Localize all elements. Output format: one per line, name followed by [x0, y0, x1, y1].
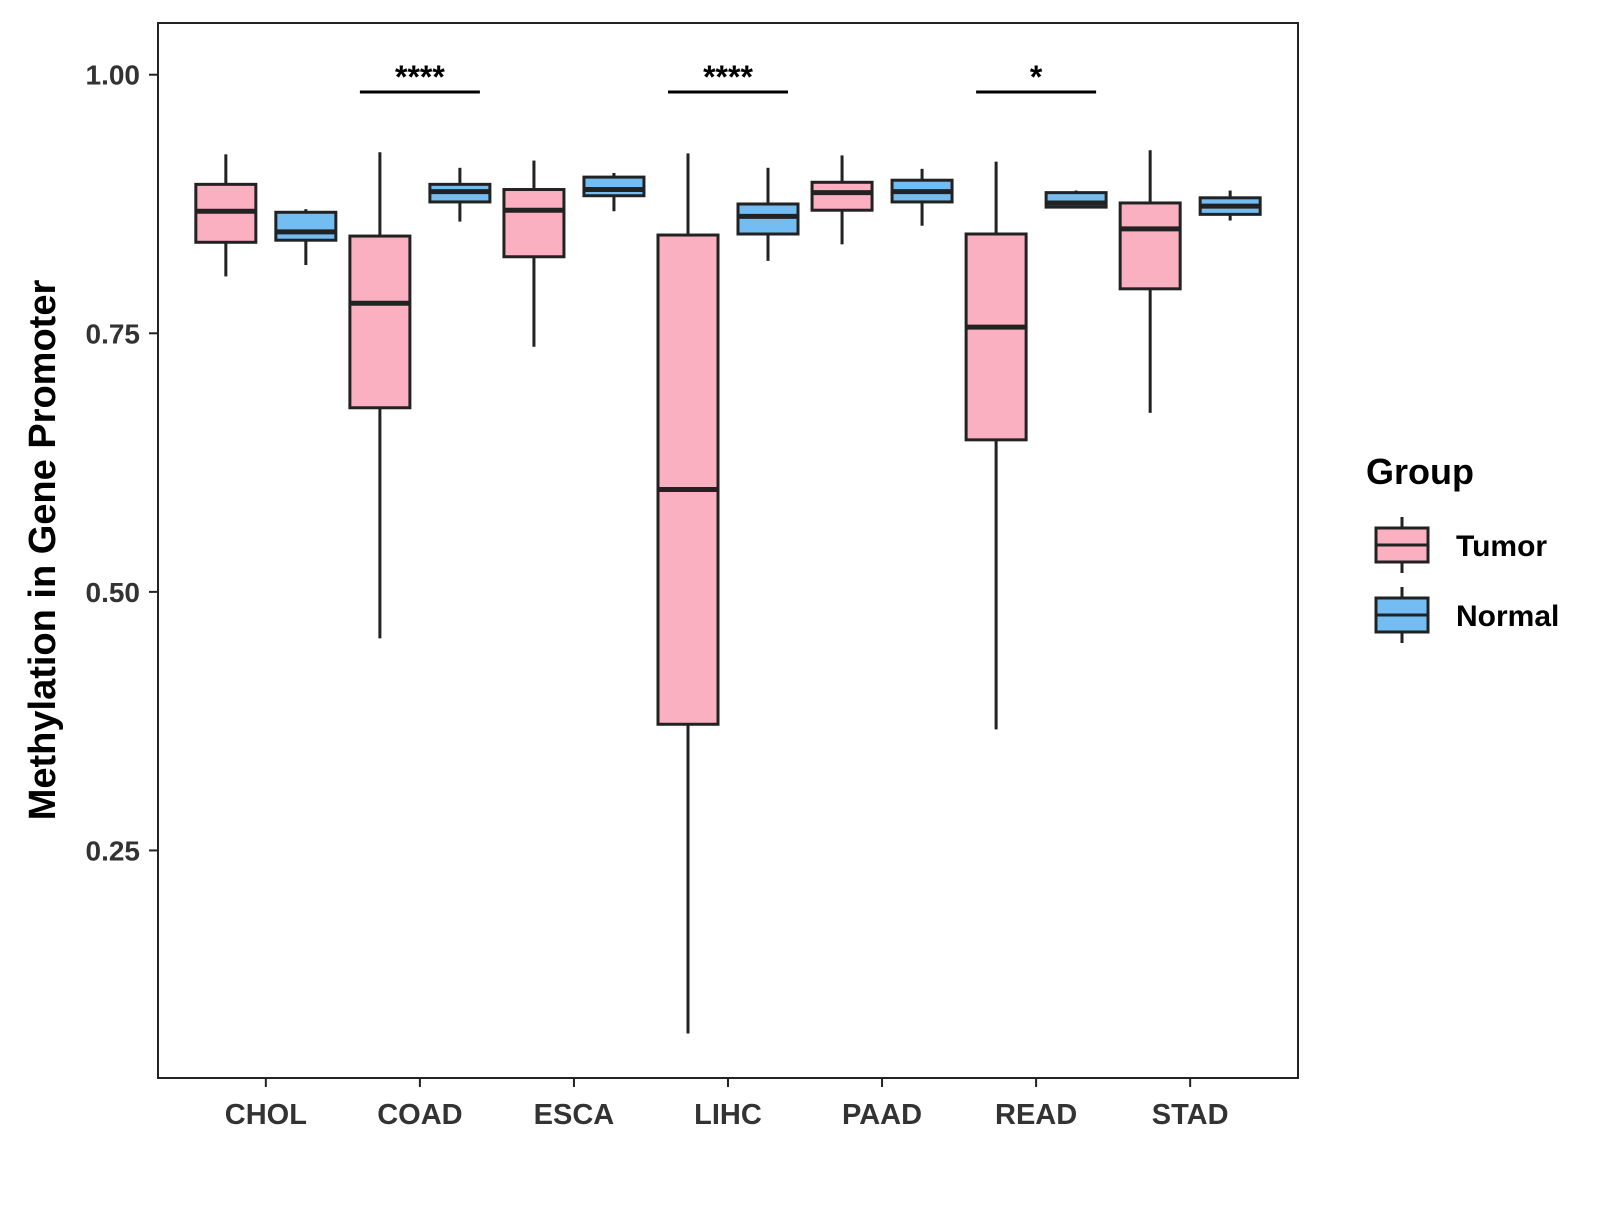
box-normal-chol — [274, 209, 338, 266]
y-tick-label: 0.50 — [86, 577, 141, 608]
box-iqr — [582, 175, 646, 198]
box-iqr — [502, 188, 566, 259]
legend-item-tumor: Tumor — [1374, 517, 1547, 573]
significance-label: **** — [395, 59, 445, 95]
box-iqr — [810, 180, 874, 212]
y-axis: 0.25 0.50 0.75 1.00 — [86, 60, 158, 866]
significance-label: * — [1030, 59, 1043, 95]
legend-title: Group — [1366, 451, 1474, 492]
box-normal-esca — [582, 172, 646, 212]
box-iqr — [274, 210, 338, 242]
y-tick-label: 1.00 — [86, 60, 141, 91]
box-tumor-stad — [1118, 150, 1182, 413]
x-tick-label-chol: CHOL — [225, 1099, 307, 1131]
x-tick-label-lihc: LIHC — [694, 1099, 762, 1131]
box-tumor-lihc — [656, 153, 720, 1034]
legend: Group Tumor Normal — [1366, 451, 1559, 643]
box-iqr — [348, 234, 412, 410]
box-iqr — [1118, 201, 1182, 291]
significance-lihc: **** — [668, 59, 788, 95]
legend-item-normal: Normal — [1374, 587, 1559, 643]
x-tick-label-paad: PAAD — [842, 1099, 922, 1131]
box-iqr — [964, 232, 1028, 442]
box-tumor-esca — [502, 160, 566, 347]
significance-coad: **** — [359, 59, 480, 95]
y-tick-label: 0.25 — [86, 835, 141, 866]
box-group — [194, 150, 1262, 1034]
plot-panel — [157, 22, 1299, 1079]
legend-label: Tumor — [1456, 530, 1547, 563]
box-tumor-paad — [810, 155, 874, 245]
box-normal-paad — [890, 168, 954, 226]
box-tumor-chol — [194, 154, 258, 277]
y-tick-label: 0.75 — [86, 318, 141, 349]
significance-read: * — [976, 59, 1097, 95]
box-normal-read — [1044, 190, 1108, 209]
box-normal-lihc — [736, 167, 800, 261]
box-iqr — [736, 202, 800, 236]
box-normal-stad — [1198, 190, 1262, 221]
x-axis: CHOL COAD ESCA LIHC PAAD READ STAD — [225, 1078, 1229, 1131]
legend-label: Normal — [1456, 600, 1559, 633]
significance-annotations: **** **** * — [359, 59, 1097, 95]
box-normal-coad — [428, 167, 492, 222]
x-tick-label-stad: STAD — [1152, 1099, 1229, 1131]
x-tick-label-coad: COAD — [377, 1099, 462, 1131]
significance-label: **** — [703, 59, 753, 95]
y-axis-label: Methylation in Gene Promoter — [22, 280, 64, 821]
box-tumor-coad — [348, 152, 412, 639]
box-tumor-read — [964, 161, 1028, 730]
box-iqr — [656, 233, 720, 726]
x-tick-label-esca: ESCA — [534, 1099, 615, 1131]
x-tick-label-read: READ — [995, 1099, 1077, 1131]
